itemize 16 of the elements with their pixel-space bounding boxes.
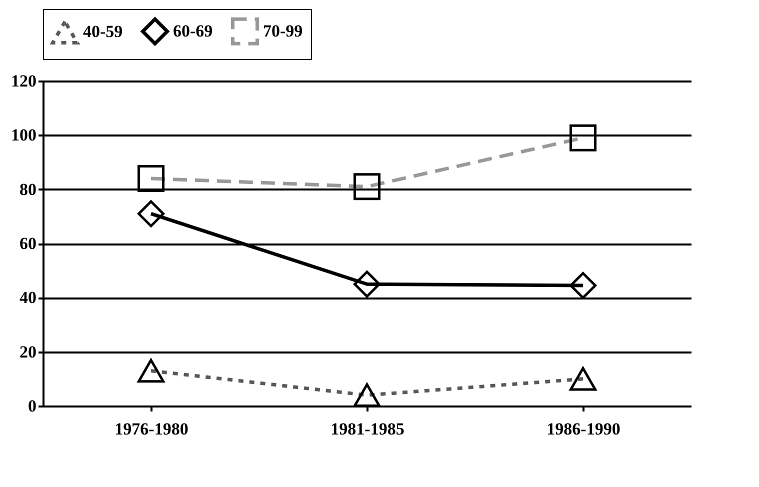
y-tick-label: 20 [20,342,36,362]
y-tick-label: 60 [20,234,36,253]
x-tick-label: 1976-1980 [114,420,188,438]
x-tick-label: 1986-1990 [546,420,620,438]
y-tick-label: 0 [28,396,36,416]
point [354,270,380,298]
legend-label: 40-59 [83,22,123,42]
x-tick-label: 1981-1985 [330,420,404,438]
y-tick-label: 120 [11,72,36,90]
point [570,272,596,299]
legend-label: 70-99 [263,21,303,40]
y-tick-label: 40 [20,288,36,308]
y-tick-label: 100 [11,126,36,145]
y-tick-label: 80 [20,180,36,199]
point [138,200,164,228]
legend-label: 60-69 [173,21,213,40]
